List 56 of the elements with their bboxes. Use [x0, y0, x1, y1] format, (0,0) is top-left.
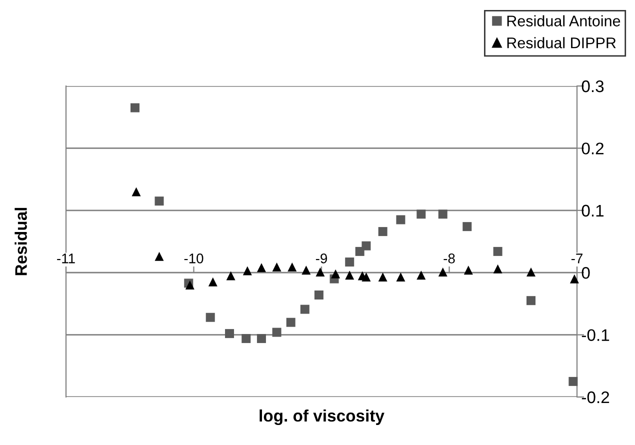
legend-label: Residual Antoine	[507, 15, 620, 26]
point	[493, 246, 502, 256]
y-tick-label: 0.3	[582, 80, 604, 92]
point	[130, 103, 140, 112]
point	[462, 222, 472, 232]
point	[286, 318, 296, 327]
y-tick-label: -0.1	[582, 329, 610, 342]
point	[256, 263, 266, 272]
point	[314, 290, 324, 300]
point	[396, 215, 406, 224]
point	[256, 334, 266, 344]
y-tick-label: 0.2	[582, 142, 604, 154]
point	[416, 270, 426, 280]
point	[242, 334, 251, 344]
x-tick-label: -7	[571, 254, 582, 264]
y-tick-label: -0.2	[582, 391, 610, 404]
point	[362, 272, 371, 282]
point	[154, 196, 164, 206]
point	[378, 227, 388, 236]
point	[345, 270, 354, 280]
point	[378, 272, 388, 282]
point	[493, 264, 502, 274]
point	[568, 376, 578, 386]
x-tick-label: -9	[316, 254, 328, 264]
point	[225, 329, 234, 338]
point	[208, 277, 218, 286]
point	[316, 267, 325, 276]
point	[526, 267, 536, 276]
point	[416, 210, 426, 219]
x-tick-label: -11	[57, 254, 75, 264]
y-tick-label: 0.1	[582, 204, 604, 217]
legend-label: Residual DIPPR	[507, 37, 616, 48]
y-axis-title: Residual	[14, 208, 27, 276]
x-axis-title: log. of viscosity	[260, 409, 384, 426]
x-tick-label: -8	[444, 254, 455, 264]
point	[396, 272, 406, 282]
point	[272, 262, 282, 272]
point	[206, 312, 215, 322]
point	[272, 328, 282, 337]
y-tick-label: 0	[582, 267, 590, 279]
point	[331, 269, 340, 278]
point	[345, 258, 354, 267]
point	[438, 267, 448, 276]
point	[464, 266, 473, 275]
point	[302, 266, 311, 275]
x-tick-label: -10	[184, 254, 204, 264]
point	[570, 274, 579, 284]
point	[154, 252, 164, 261]
point	[526, 296, 536, 306]
point	[288, 262, 297, 272]
point	[242, 266, 252, 276]
point	[132, 187, 141, 196]
point	[300, 304, 310, 314]
point	[362, 241, 371, 250]
point	[226, 271, 236, 280]
point	[438, 210, 448, 219]
